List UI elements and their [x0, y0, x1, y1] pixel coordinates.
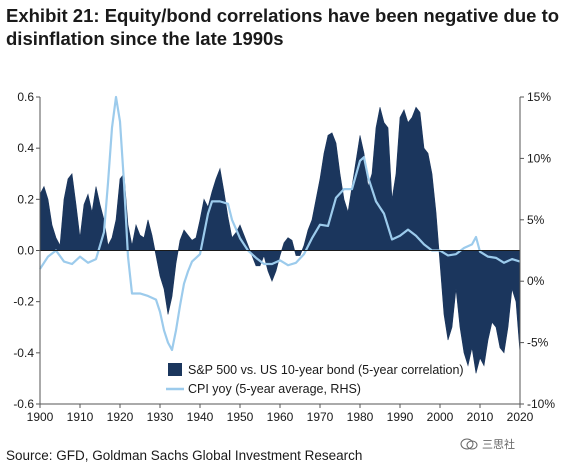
- y2-tick-label: 0%: [527, 274, 545, 288]
- x-tick-label: 1980: [347, 410, 374, 424]
- x-tick-label: 2020: [507, 410, 534, 424]
- x-tick-label: 1910: [67, 410, 94, 424]
- y2-tick-label: 5%: [527, 213, 545, 227]
- x-tick-label: 2000: [427, 410, 454, 424]
- correlation-area-layer: [39, 106, 521, 374]
- watermark-text: 三思社: [482, 439, 515, 451]
- x-tick-label: 1940: [187, 410, 214, 424]
- y-tick-label: 0.0: [17, 244, 34, 258]
- wechat-icon: [460, 438, 478, 450]
- y2-tick-label: 15%: [527, 90, 551, 104]
- x-tick-label: 1930: [147, 410, 174, 424]
- y-tick-label: 0.2: [17, 192, 34, 206]
- y-tick-label: 0.6: [17, 90, 34, 104]
- x-tick-label: 1950: [227, 410, 254, 424]
- title-line-2: disinflation since the late 1990s: [6, 28, 284, 49]
- x-tick-label: 1970: [307, 410, 334, 424]
- y2-tick-label: -5%: [527, 336, 549, 350]
- chart-title: Exhibit 21: Equity/bond correlations hav…: [6, 4, 562, 50]
- source-note: Source: GFD, Goldman Sachs Global Invest…: [6, 448, 363, 463]
- title-line-1: Exhibit 21: Equity/bond correlations hav…: [6, 5, 560, 26]
- x-tick-label: 2010: [467, 410, 494, 424]
- x-tick-label: 1920: [107, 410, 134, 424]
- x-tick-label: 1990: [387, 410, 414, 424]
- watermark: 三思社: [460, 436, 515, 452]
- legend-swatch-correlation: [168, 363, 182, 376]
- y-tick-label: -0.4: [13, 346, 34, 360]
- legend-label-cpi: CPI yoy (5-year average, RHS): [188, 382, 361, 396]
- y2-tick-label: -10%: [527, 397, 555, 411]
- y-tick-label: 0.4: [17, 141, 34, 155]
- x-tick-label: 1960: [267, 410, 294, 424]
- correlation-area: [39, 106, 521, 374]
- y-tick-label: -0.6: [13, 397, 34, 411]
- x-tick-label: 1900: [27, 410, 54, 424]
- axes-layer: 0.6 0.4 0.2 0.0 -0.2 -0.4 -0.6 15% 10% 5% 0% -5% -10…: [13, 90, 555, 424]
- legend: S&P 500 vs. US 10-year bond (5-year corr…: [166, 363, 464, 396]
- y2-tick-label: 10%: [527, 151, 551, 165]
- legend-label-correlation: S&P 500 vs. US 10-year bond (5-year corr…: [188, 363, 464, 377]
- y-tick-label: -0.2: [13, 295, 34, 309]
